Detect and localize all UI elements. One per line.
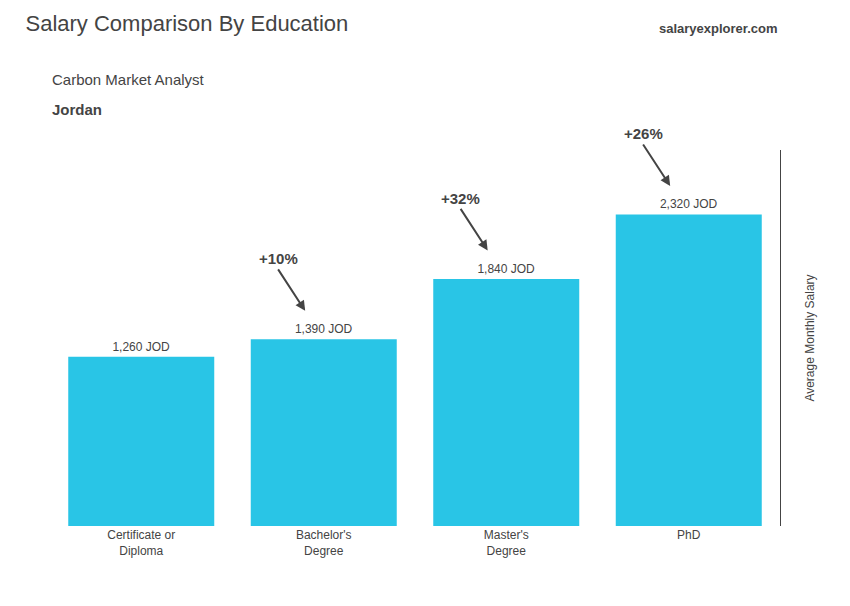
svg-text:Carbon Market Analyst: Carbon Market Analyst — [52, 71, 205, 88]
svg-text:1,260 JOD: 1,260 JOD — [112, 340, 170, 354]
svg-text:Jordan: Jordan — [52, 101, 102, 118]
svg-text:+26%: +26% — [624, 125, 663, 142]
svg-text:2,320 JOD: 2,320 JOD — [660, 197, 718, 211]
svg-text:Bachelor'sDegree: Bachelor'sDegree — [296, 528, 352, 558]
svg-text:salaryexplorer.com: salaryexplorer.com — [659, 21, 778, 36]
svg-text:+32%: +32% — [441, 190, 480, 207]
svg-text:Certificate orDiploma: Certificate orDiploma — [107, 528, 175, 558]
svg-text:Master'sDegree: Master'sDegree — [484, 528, 529, 558]
svg-text:PhD: PhD — [677, 528, 701, 542]
svg-text:1,840 JOD: 1,840 JOD — [477, 262, 535, 276]
svg-text:Average Monthly Salary: Average Monthly Salary — [803, 274, 817, 401]
svg-text:1,390 JOD: 1,390 JOD — [295, 322, 353, 336]
svg-text:+10%: +10% — [259, 250, 298, 267]
svg-text:Salary Comparison By Education: Salary Comparison By Education — [26, 11, 349, 36]
